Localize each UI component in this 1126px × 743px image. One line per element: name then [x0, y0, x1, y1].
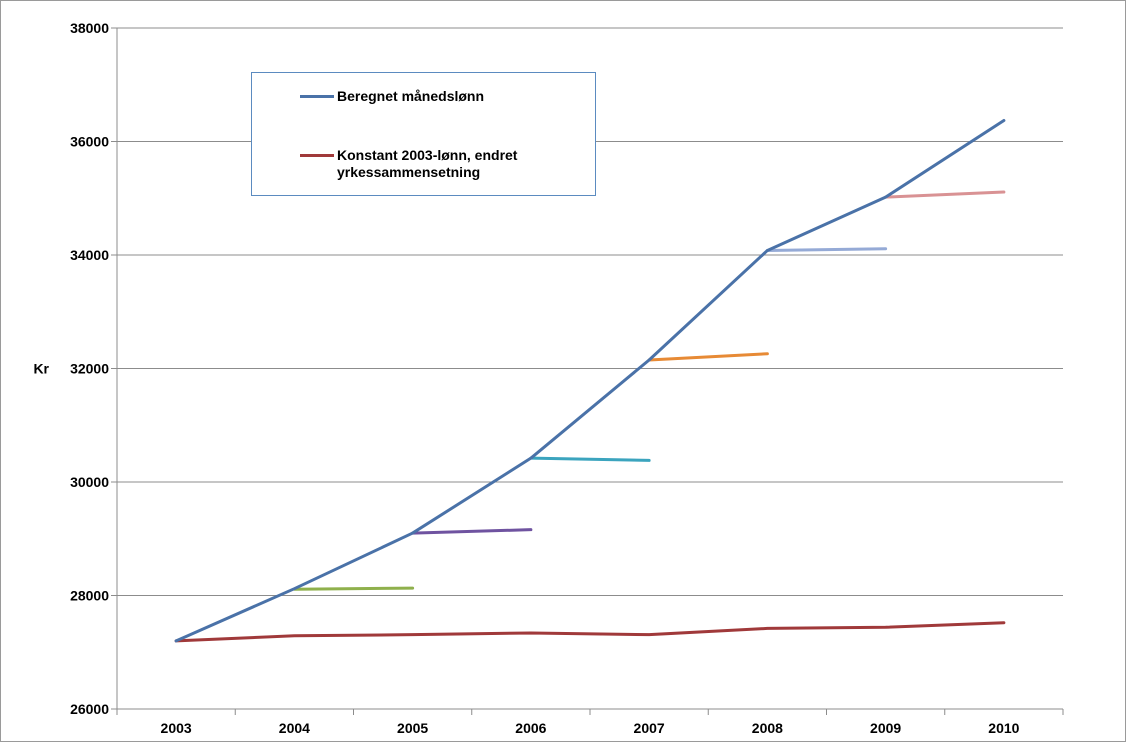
x-tick-label: 2006 — [515, 720, 546, 736]
y-tick-label: 30000 — [70, 474, 109, 490]
series-line-2 — [174, 621, 1006, 643]
x-tick-label: 2004 — [279, 720, 310, 736]
annual-change-segment — [884, 190, 1006, 199]
y-tick-label: 38000 — [70, 20, 109, 36]
y-tick-label: 36000 — [70, 134, 109, 150]
x-tick-label: 2010 — [988, 720, 1019, 736]
x-tick-label: 2005 — [397, 720, 428, 736]
legend-label-series-2: Konstant 2003-lønn, endret yrkessammense… — [337, 147, 518, 180]
x-tick-label: 2008 — [752, 720, 783, 736]
legend-entry-series-2: Konstant 2003-lønn, endret yrkessammense… — [300, 147, 567, 181]
y-tick-label: 28000 — [70, 588, 109, 604]
x-tick-label: 2007 — [634, 720, 665, 736]
annual-change-segment — [529, 456, 651, 462]
y-tick-label: 26000 — [70, 701, 109, 717]
legend: Beregnet månedslønn Konstant 2003-lønn, … — [251, 72, 596, 196]
y-tick-label: 34000 — [70, 247, 109, 263]
annual-change-segment — [647, 352, 769, 362]
legend-swatch-series-2 — [300, 154, 334, 157]
legend-entry-series-1: Beregnet månedslønn — [300, 88, 567, 105]
annual-change-segment — [765, 247, 888, 252]
annual-change-segment — [292, 586, 415, 591]
series-line-1 — [174, 119, 1006, 643]
annual-change-segment — [411, 528, 533, 535]
y-axis-title: Kr — [33, 361, 49, 377]
y-tick-label: 32000 — [70, 361, 109, 377]
legend-label-series-1: Beregnet månedslønn — [337, 88, 485, 104]
legend-swatch-series-1 — [300, 95, 334, 98]
x-tick-label: 2003 — [161, 720, 192, 736]
x-tick-label: 2009 — [870, 720, 901, 736]
